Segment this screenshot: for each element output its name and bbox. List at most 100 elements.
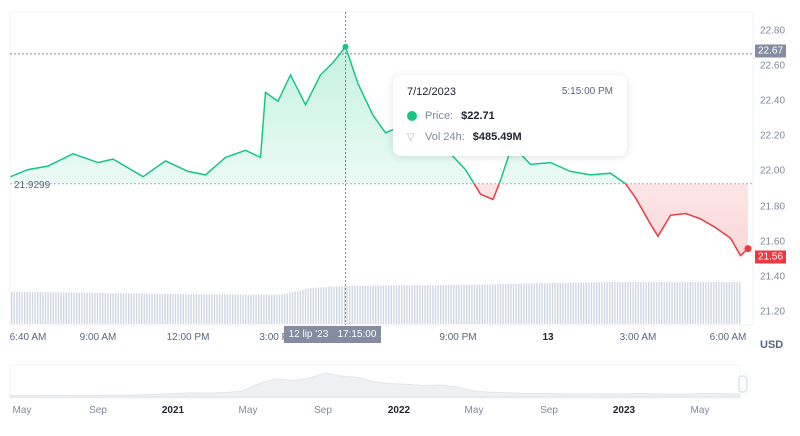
- volume-bar: [11, 291, 13, 324]
- volume-bar: [351, 286, 353, 324]
- volume-bar: [310, 288, 312, 324]
- volume-bar: [726, 282, 728, 324]
- volume-bar: [278, 294, 281, 324]
- volume-bar: [68, 292, 70, 324]
- volume-bar: [736, 282, 738, 324]
- navigator[interactable]: [9, 364, 748, 399]
- volume-bar: [481, 284, 483, 324]
- plot-frame: [9, 11, 754, 326]
- volume-bar: [76, 292, 78, 324]
- navigator-label: May: [690, 405, 710, 416]
- volume-bar: [112, 293, 114, 324]
- navigator-label: Sep: [89, 405, 107, 416]
- volume-bar: [187, 294, 190, 324]
- volume-bar: [546, 283, 548, 324]
- tooltip-time: 5:15:00 PM: [561, 86, 613, 97]
- volume-bar: [164, 293, 166, 324]
- volume-bar: [325, 287, 327, 324]
- volume-bar: [273, 294, 275, 324]
- volume-bar: [289, 292, 291, 324]
- volume-bar: [242, 294, 244, 324]
- volume-bar: [486, 284, 489, 324]
- volume-bar: [593, 282, 595, 324]
- volume-bar: [65, 292, 67, 324]
- volume-bar: [489, 284, 491, 324]
- volume-bar: [395, 285, 398, 324]
- volume-bar: [635, 282, 637, 324]
- navigator-handle[interactable]: [738, 375, 748, 393]
- volume-bar: [533, 283, 535, 324]
- volume-bar: [216, 294, 218, 324]
- volume-bar: [528, 283, 530, 324]
- volume-bar: [281, 294, 283, 324]
- navigator-label: 2022: [387, 405, 411, 416]
- volume-bar: [619, 282, 621, 324]
- volume-bar: [382, 285, 385, 324]
- volume-bar: [731, 282, 733, 324]
- navigator-label: May: [464, 405, 484, 416]
- volume-bar: [302, 289, 304, 324]
- volume-bar: [739, 282, 741, 324]
- volume-bar: [580, 282, 582, 324]
- volume-bar: [447, 285, 450, 324]
- volume-bar: [237, 294, 239, 324]
- volume-bar: [434, 285, 437, 324]
- volume-bar: [81, 292, 83, 324]
- volume-bar: [468, 284, 470, 324]
- volume-bar: [380, 285, 382, 324]
- volume-bar: [286, 293, 288, 324]
- volume-bar: [268, 294, 270, 324]
- crosshair-time-tag: 12 lip '23 17:15:00: [284, 326, 381, 343]
- navigator-label: 2023: [612, 405, 636, 416]
- volume-bar: [549, 283, 551, 324]
- volume-bar: [141, 293, 143, 324]
- volume-bar: [650, 282, 652, 324]
- volume-bar: [713, 282, 715, 324]
- volume-bar: [151, 293, 153, 324]
- volume-bar: [536, 283, 538, 324]
- volume-bar: [146, 293, 148, 324]
- y-tick-label: 21.60: [760, 236, 786, 248]
- volume-bar: [681, 282, 684, 324]
- volume-bar: [213, 294, 216, 324]
- volume-bar: [671, 282, 673, 324]
- volume-bar: [367, 285, 369, 324]
- volume-bar: [590, 282, 593, 324]
- y-tick-label: 22.00: [760, 165, 786, 177]
- volume-bar: [239, 294, 242, 324]
- volume-bar: [629, 282, 632, 324]
- hover-point: [342, 43, 349, 50]
- volume-bar: [700, 282, 702, 324]
- volume-bar: [159, 293, 161, 324]
- volume-bar: [122, 293, 125, 324]
- volume-bar: [125, 293, 127, 324]
- volume-bar: [596, 282, 598, 324]
- volume-bar: [445, 285, 447, 324]
- volume-bar: [632, 282, 634, 324]
- volume-bar: [94, 292, 96, 324]
- volume-bar: [29, 291, 31, 324]
- volume-bar: [390, 285, 392, 324]
- volume-bar: [453, 284, 455, 324]
- volume-bar: [221, 294, 223, 324]
- volume-bar: [156, 293, 158, 324]
- volume-bar: [562, 282, 564, 324]
- volume-bar: [24, 291, 26, 324]
- volume-bar: [702, 282, 704, 324]
- volume-bar: [271, 294, 273, 324]
- volume-value: $485.49M: [472, 131, 522, 143]
- baseline-label: 21.9299: [14, 180, 51, 191]
- volume-bar: [291, 292, 294, 324]
- volume-bar: [263, 294, 265, 324]
- volume-bar: [195, 294, 197, 324]
- volume-bar: [723, 282, 725, 324]
- volume-bar: [653, 282, 655, 324]
- navigator-label: May: [238, 405, 258, 416]
- volume-bar: [52, 292, 54, 324]
- volume-bar: [148, 293, 151, 324]
- volume-bar: [401, 285, 403, 324]
- volume-bar: [73, 292, 75, 324]
- volume-bar: [42, 292, 44, 324]
- navigator-label: Sep: [314, 405, 332, 416]
